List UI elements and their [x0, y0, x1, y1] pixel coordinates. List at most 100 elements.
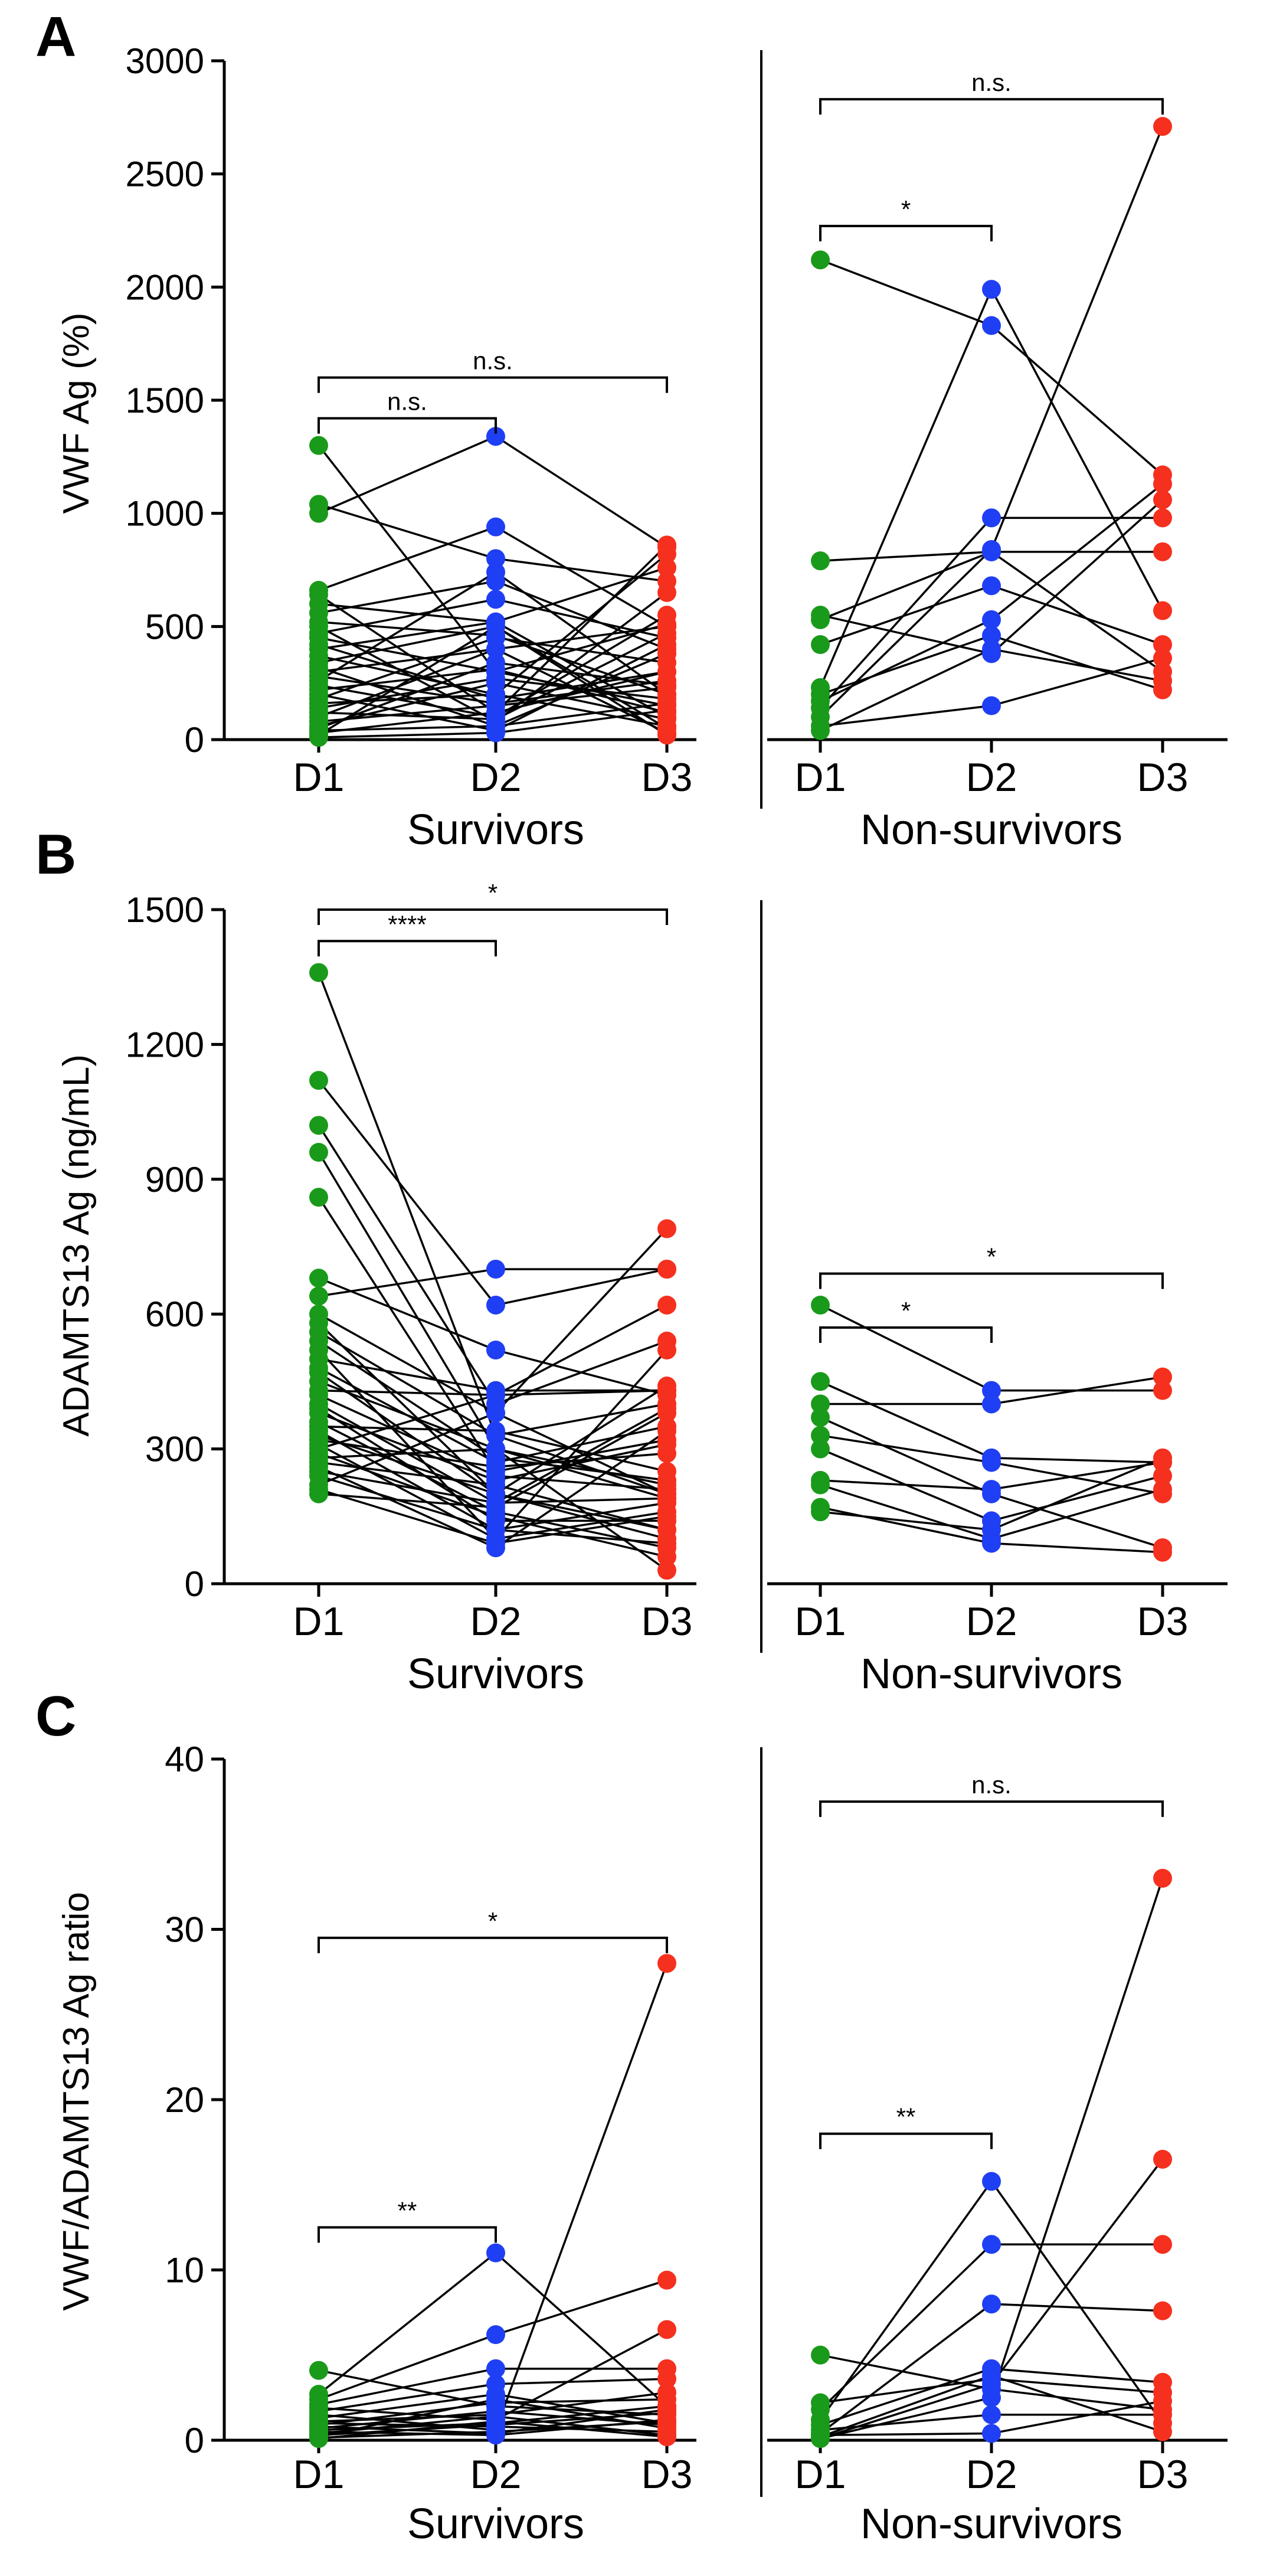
data-point-d3 — [1153, 2405, 1172, 2424]
y-tick-label: 3000 — [126, 41, 204, 81]
data-point-d2 — [982, 2405, 1001, 2424]
y-tick-label: 300 — [145, 1430, 204, 1469]
data-point-d1 — [811, 721, 830, 740]
y-tick-label: 0 — [185, 1564, 204, 1604]
x-tick-label-d2: D2 — [470, 2452, 522, 2497]
data-point-d2 — [982, 1520, 1001, 1539]
data-point-d3 — [1153, 2235, 1172, 2254]
data-point-d2 — [486, 723, 505, 743]
data-point-d2 — [486, 703, 505, 722]
data-point-d3 — [657, 558, 676, 577]
data-point-d1 — [811, 1502, 830, 1522]
data-point-d3 — [657, 1341, 676, 1360]
data-point-d3 — [1153, 1868, 1172, 1888]
data-point-d1 — [309, 1484, 328, 1503]
data-point-d3 — [1153, 2422, 1172, 2441]
significance-label: n.s. — [473, 347, 513, 375]
y-tick-label: 10 — [165, 2251, 204, 2290]
data-point-d3 — [657, 1534, 676, 1553]
group-label-survivors: Survivors — [407, 2500, 584, 2548]
y-axis-label: VWF Ag (%) — [56, 312, 97, 514]
significance-bracket — [318, 417, 497, 434]
x-tick-label-d1: D1 — [293, 2452, 345, 2497]
data-point-d3 — [1153, 2301, 1172, 2320]
data-point-d3 — [657, 1520, 676, 1539]
paired-line — [318, 1277, 667, 1396]
data-point-d3 — [1153, 1367, 1172, 1387]
data-point-d3 — [1153, 601, 1172, 620]
data-point-d1 — [811, 635, 830, 654]
data-point-d3 — [1153, 1381, 1172, 1400]
data-point-d2 — [486, 549, 505, 568]
significance-label: n.s. — [387, 388, 427, 416]
data-point-d2 — [486, 1498, 505, 1517]
panel-letter: A — [35, 5, 76, 68]
data-point-d1 — [811, 610, 830, 629]
paired-line — [820, 1878, 1164, 2440]
data-point-d3 — [1153, 671, 1172, 691]
data-point-d2 — [486, 1421, 505, 1441]
data-point-d1 — [811, 1408, 830, 1427]
data-point-d3 — [657, 606, 676, 625]
data-point-d3 — [657, 2427, 676, 2447]
panel-b: B ADAMTS13 Ag (ng/mL) 0 300 600 900 1200 1500 D1… — [35, 823, 1228, 1698]
data-point-d1 — [811, 1475, 830, 1495]
x-tick-label-d1: D1 — [795, 2452, 846, 2497]
data-point-d1 — [811, 1394, 830, 1414]
significance-label: ** — [398, 2196, 417, 2224]
data-point-d3 — [1153, 1480, 1172, 1499]
data-point-d2 — [982, 1394, 1001, 1414]
data-point-d3 — [1153, 1466, 1172, 1486]
data-point-d3 — [657, 1506, 676, 1526]
data-point-d1 — [309, 2361, 328, 2380]
significance-bracket — [318, 376, 668, 393]
data-point-d3 — [657, 1954, 676, 1973]
data-point-d2 — [982, 1453, 1001, 1472]
data-point-d3 — [657, 544, 676, 564]
data-point-d2 — [486, 2389, 505, 2409]
significance-label: n.s. — [971, 68, 1012, 96]
data-point-d3 — [1153, 1542, 1172, 1562]
data-point-d2 — [982, 576, 1001, 596]
significance-label: * — [488, 1907, 498, 1935]
data-point-d3 — [1153, 490, 1172, 509]
data-point-d3 — [657, 1444, 676, 1463]
x-tick-label-d2: D2 — [966, 2452, 1017, 2497]
data-point-d1 — [811, 551, 830, 571]
significance-bracket — [318, 908, 668, 925]
data-point-d2 — [486, 2412, 505, 2431]
panel-a: A VWF Ag (%) 0 500 1000 1500 2000 2500 3000 D1 D2 D… — [35, 5, 1228, 854]
significance-label: ** — [896, 2103, 916, 2131]
data-point-d1 — [811, 1426, 830, 1445]
data-point-d2 — [982, 316, 1001, 335]
data-point-d2 — [982, 1534, 1001, 1553]
data-point-d1 — [309, 963, 328, 982]
data-point-d3 — [1153, 649, 1172, 668]
y-tick-label: 0 — [185, 2421, 204, 2460]
y-axis-label: VWF/ADAMTS13 Ag ratio — [56, 1892, 97, 2311]
data-point-d3 — [657, 701, 676, 720]
x-tick-label-d3: D3 — [1137, 755, 1189, 800]
data-point-d3 — [1153, 2391, 1172, 2411]
x-tick-label-d2: D2 — [966, 1599, 1017, 1644]
data-point-d3 — [1153, 635, 1172, 654]
y-tick-label: 40 — [165, 1740, 204, 1779]
significance-label: **** — [388, 910, 426, 938]
data-point-d3 — [657, 725, 676, 745]
y-tick-label: 600 — [145, 1294, 204, 1334]
data-point-d2 — [982, 508, 1001, 528]
group-label-non-survivors: Non-survivors — [860, 1650, 1122, 1698]
x-tick-label-d1: D1 — [293, 1599, 345, 1644]
significance-label: n.s. — [971, 1771, 1012, 1799]
data-point-d3 — [657, 1462, 676, 1481]
group-label-non-survivors: Non-survivors — [860, 2500, 1122, 2548]
group-label-survivors: Survivors — [407, 806, 584, 854]
data-point-d1 — [811, 1295, 830, 1315]
data-point-d2 — [486, 674, 505, 693]
data-point-d2 — [486, 1475, 505, 1495]
data-point-d3 — [657, 1561, 676, 1580]
data-point-d3 — [657, 2270, 676, 2290]
data-point-d1 — [811, 1439, 830, 1459]
data-point-d3 — [657, 1219, 676, 1238]
